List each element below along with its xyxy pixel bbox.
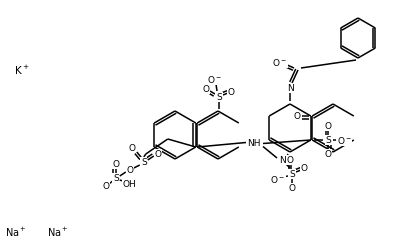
Text: N: N xyxy=(286,83,293,92)
Text: S: S xyxy=(113,174,119,183)
Text: O: O xyxy=(300,164,308,173)
Text: Na$^+$: Na$^+$ xyxy=(5,225,27,239)
Text: O: O xyxy=(288,184,296,192)
Text: S: S xyxy=(141,158,147,167)
Text: O: O xyxy=(126,166,133,175)
Text: O: O xyxy=(128,143,135,152)
Text: O$^-$: O$^-$ xyxy=(207,73,223,84)
Text: O: O xyxy=(112,160,119,169)
Text: OH: OH xyxy=(123,180,137,188)
Text: Na$^+$: Na$^+$ xyxy=(47,225,69,239)
Text: S: S xyxy=(289,170,295,179)
Text: K$^+$: K$^+$ xyxy=(14,63,30,76)
Text: O$^-$: O$^-$ xyxy=(271,174,286,185)
Text: S: S xyxy=(216,92,222,102)
Text: O: O xyxy=(154,149,161,159)
Text: NH: NH xyxy=(247,139,261,148)
Text: O$^-$: O$^-$ xyxy=(273,57,288,67)
Text: O$^-$: O$^-$ xyxy=(337,134,352,145)
Text: S: S xyxy=(325,135,331,144)
Text: O: O xyxy=(203,84,209,94)
Text: O: O xyxy=(293,112,300,121)
Text: O: O xyxy=(325,149,332,159)
Text: O: O xyxy=(286,155,294,165)
Text: O: O xyxy=(102,182,109,190)
Text: O: O xyxy=(325,122,332,130)
Text: O: O xyxy=(227,87,235,97)
Text: N: N xyxy=(279,155,285,165)
